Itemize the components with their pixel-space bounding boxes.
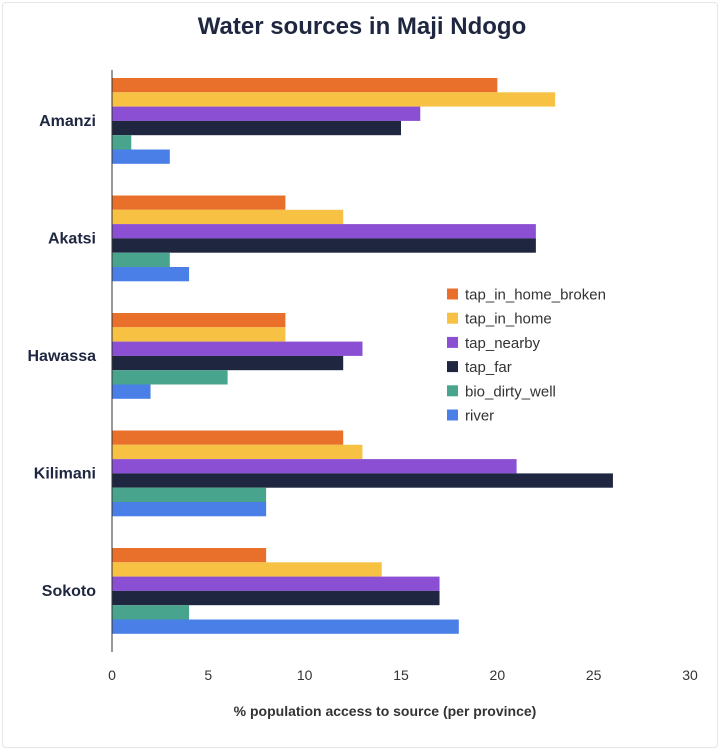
legend-swatch-tap-far	[447, 361, 458, 373]
bar-kilimani-tap-in-home	[112, 444, 363, 460]
bar-sokoto-tap-far	[112, 590, 440, 606]
x-axis-title: % population access to source (per provi…	[234, 703, 537, 719]
legend-label-tap-far: tap_far	[465, 359, 512, 376]
bar-sokoto-tap-in-home	[112, 562, 382, 577]
bar-hawassa-tap-far	[112, 355, 344, 371]
chart-title: Water sources in Maji Ndogo	[198, 13, 527, 40]
x-tick-label: 15	[393, 667, 409, 683]
legend-swatch-bio-dirty-well	[447, 385, 458, 397]
x-tick-label: 5	[204, 667, 212, 683]
bar-sokoto-bio-dirty-well	[112, 605, 190, 620]
x-tick-label: 20	[490, 667, 506, 683]
bar-akatsi-tap-in-home-broken	[112, 195, 286, 210]
legend-label-river: river	[465, 408, 494, 425]
bar-akatsi-bio-dirty-well	[112, 252, 170, 267]
bar-hawassa-bio-dirty-well	[112, 370, 228, 385]
bar-akatsi-tap-nearby	[112, 224, 536, 239]
legend-label-bio-dirty-well: bio_dirty_well	[465, 383, 556, 400]
category-label-akatsi: Akatsi	[48, 230, 96, 247]
x-tick-label: 30	[682, 667, 698, 683]
bar-akatsi-tap-far	[112, 238, 536, 253]
bar-sokoto-river	[112, 619, 459, 634]
bar-amanzi-river	[112, 149, 170, 164]
bar-akatsi-river	[112, 267, 190, 282]
bar-hawassa-river	[112, 384, 151, 399]
legend: tap_in_home_broken tap_in_home tap_nearbyt…	[447, 287, 606, 425]
x-tick-label: 10	[297, 667, 313, 683]
category-label-amanzi: Amanzi	[39, 113, 96, 130]
legend-label-tap-nearby: tap_nearby	[465, 335, 541, 352]
bar-hawassa-tap-nearby	[112, 341, 363, 356]
bar-kilimani-bio-dirty-well	[112, 487, 267, 502]
category-label-hawassa: Hawassa	[28, 348, 97, 365]
bar-amanzi-tap-in-home-broken	[112, 78, 498, 93]
bar-amanzi-bio-dirty-well	[112, 135, 132, 150]
plot-area	[112, 78, 613, 634]
bar-kilimani-tap-far	[112, 473, 613, 488]
bar-kilimani-tap-in-home-broken	[112, 430, 344, 445]
legend-swatch-tap-nearby	[447, 336, 458, 348]
legend-swatch-river	[447, 409, 458, 421]
legend-swatch-tap-in-home	[447, 312, 458, 324]
bar-kilimani-river	[112, 502, 267, 517]
category-label-sokoto: Sokoto	[42, 583, 96, 600]
legend-label-tap-in-home-broken: tap_in_home_broken	[465, 287, 606, 304]
y-axis-categories: Amanzi Akatsi Hawassa Kilimani Sokoto	[28, 113, 97, 600]
x-tick-label: 25	[586, 667, 602, 683]
bar-kilimani-tap-nearby	[112, 459, 517, 474]
x-axis: 0 5 10 15 20 25 30	[108, 667, 698, 683]
legend-label-tap-in-home: tap_in_home	[465, 311, 552, 328]
bar-amanzi-tap-in-home	[112, 92, 556, 107]
bar-amanzi-tap-far	[112, 120, 401, 136]
bar-hawassa-tap-in-home-broken	[112, 313, 286, 328]
category-label-kilimani: Kilimani	[34, 465, 96, 482]
bar-akatsi-tap-in-home	[112, 209, 344, 225]
bar-sokoto-tap-nearby	[112, 576, 440, 591]
x-tick-label: 0	[108, 667, 116, 683]
bar-amanzi-tap-nearby	[112, 106, 421, 121]
bar-hawassa-tap-in-home	[112, 327, 286, 342]
legend-swatch-tap-in-home-broken	[447, 288, 458, 300]
bar-sokoto-tap-in-home-broken	[112, 548, 267, 563]
